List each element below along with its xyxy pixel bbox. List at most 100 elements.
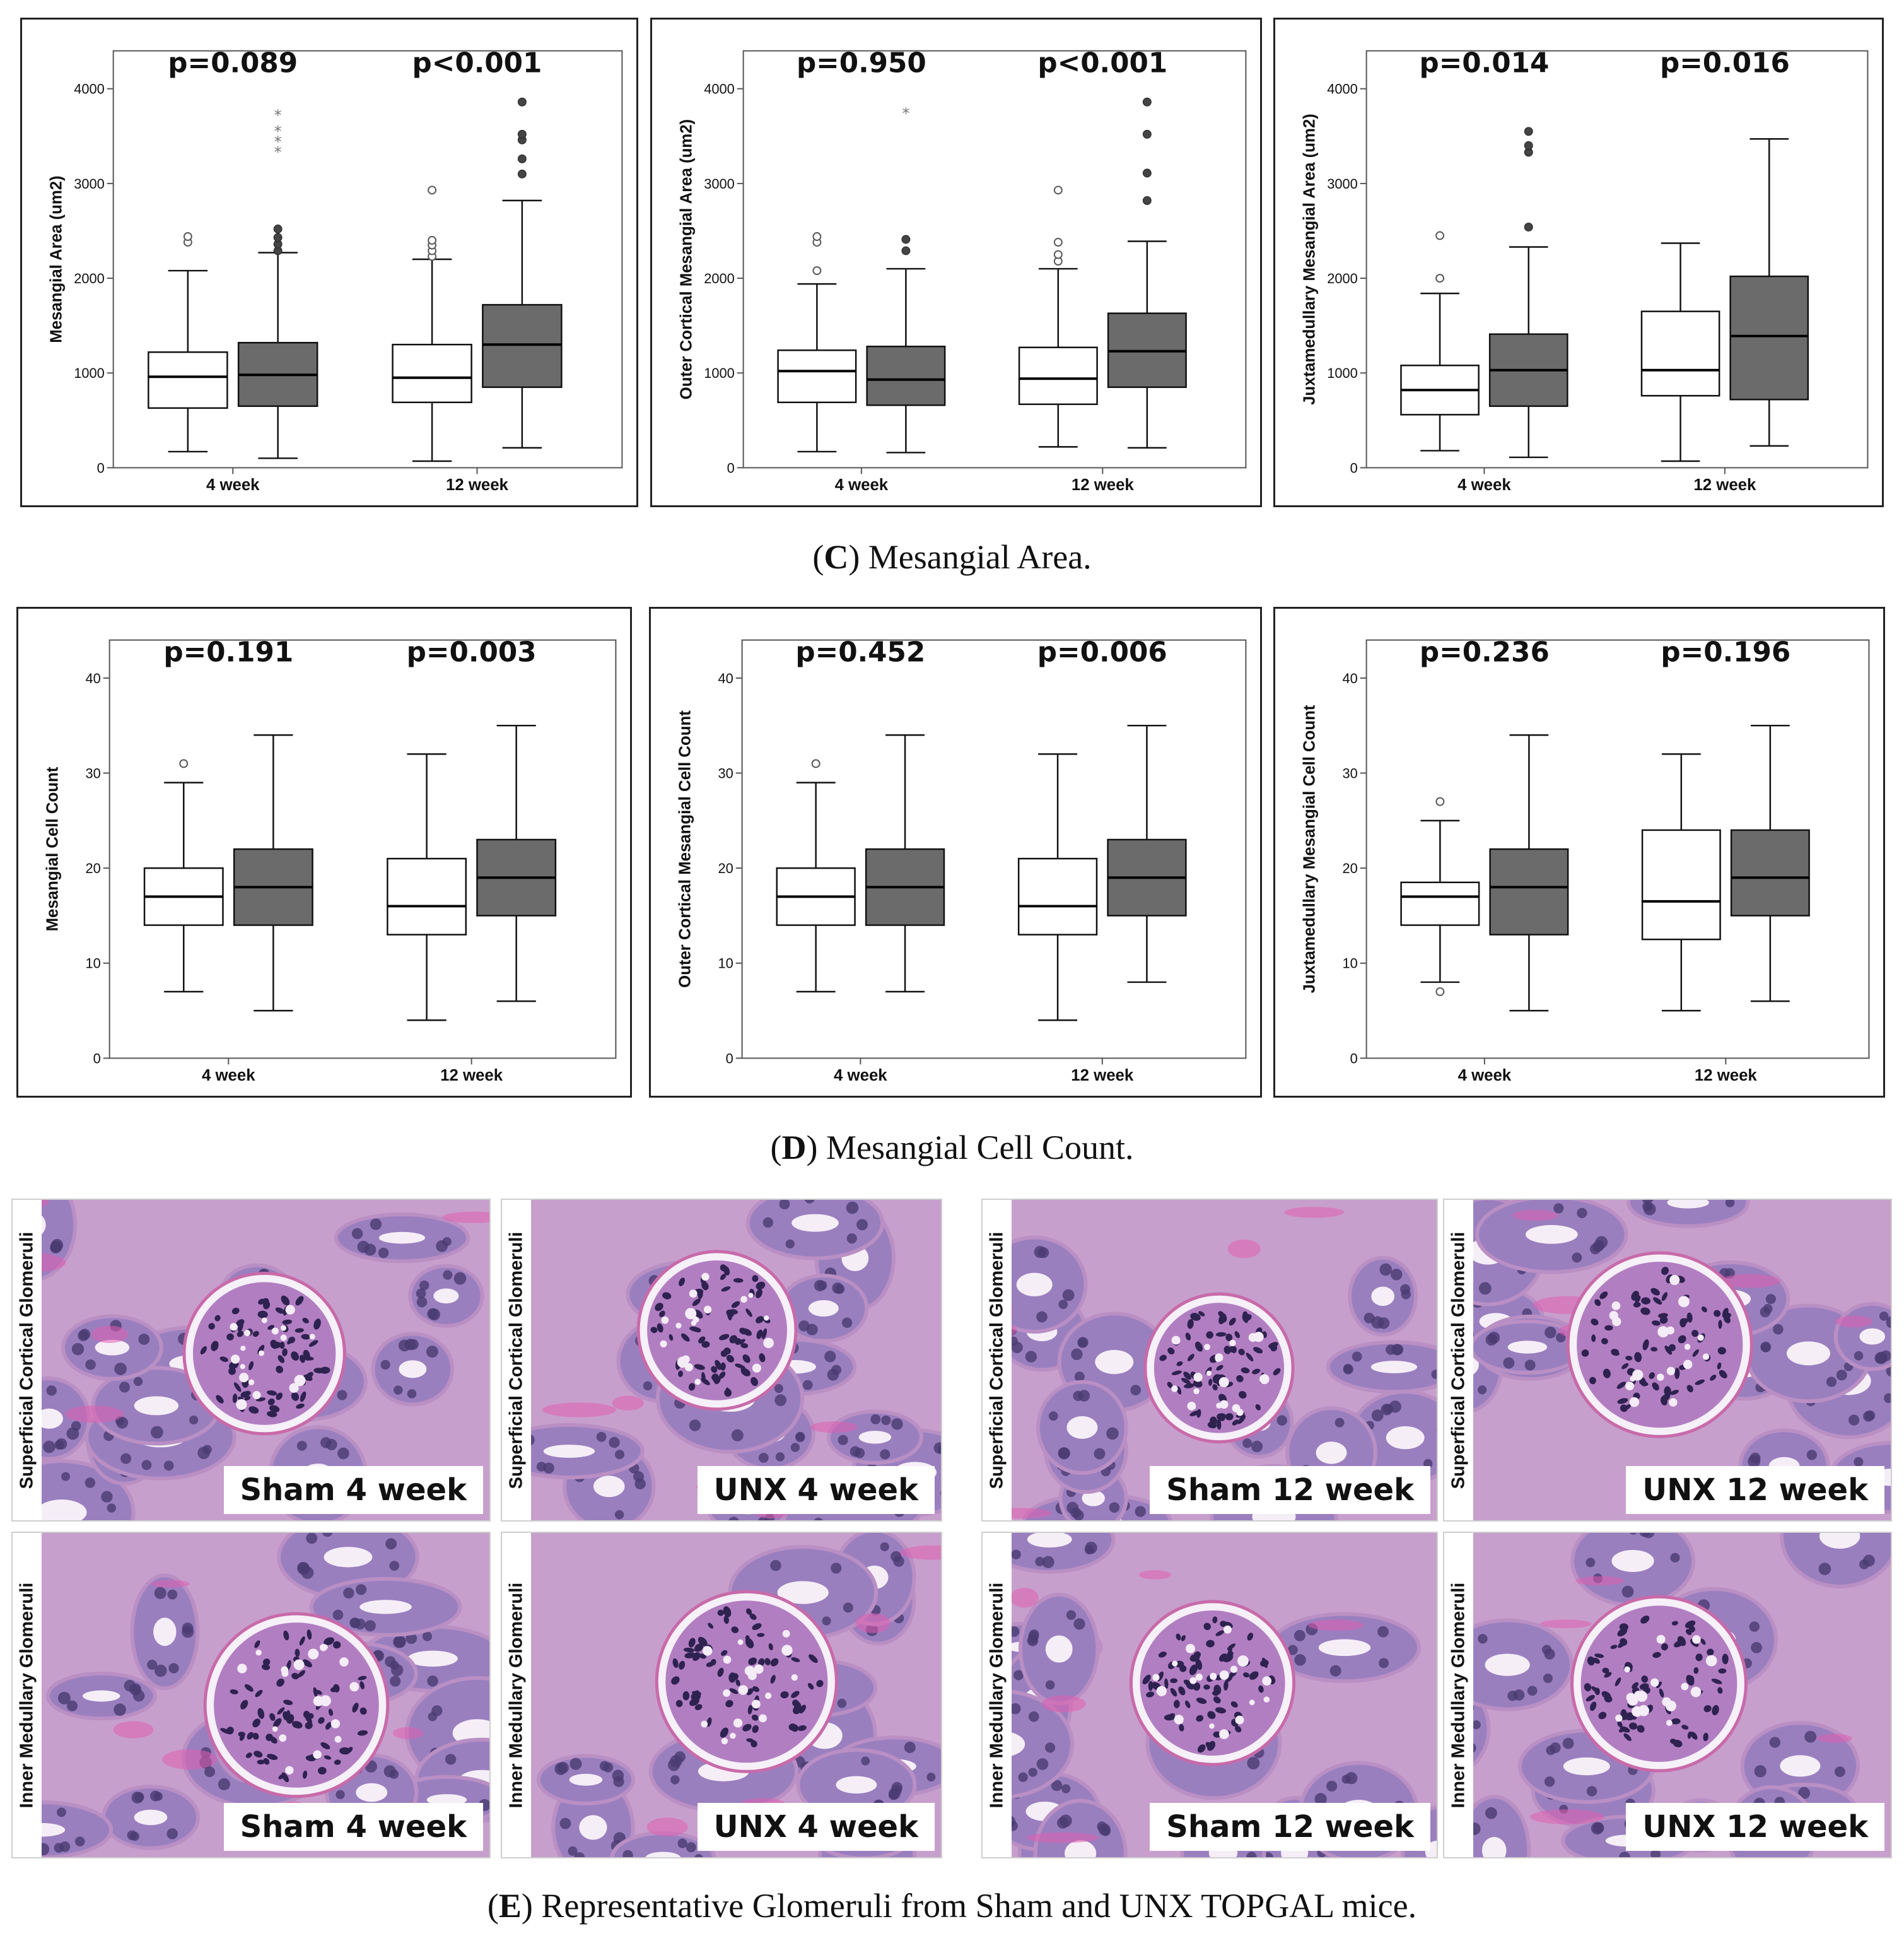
mesangial-nucleus [230,1689,238,1694]
capillary-lumen [1666,1326,1674,1335]
outlier-point [1435,797,1445,806]
mesangial-nucleus [270,1736,277,1744]
nucleus [846,1233,857,1244]
capillary-lumen [1697,1334,1704,1341]
eosin-streak [855,1613,891,1633]
tubule-lumen [579,1815,607,1840]
capillary-lumen [1666,1720,1673,1727]
nucleus [436,1240,448,1252]
chart-juxtamedullary-mesangial-cell-count: 0 10 20 30 40 Juxtamedullary Mesangial Cell C… [1273,607,1885,1098]
capillary-lumen [1156,1686,1167,1696]
mesangial-nucleus [691,1693,697,1701]
mesangial-nucleus [325,1722,332,1730]
mesangial-nucleus [725,1699,733,1708]
mesangial-nucleus [1610,1645,1618,1650]
tubule-lumen [1507,1341,1548,1354]
mesangial-nucleus [233,1382,242,1392]
mesangial-nucleus [263,1301,271,1310]
mesangial-nucleus [320,1742,330,1749]
micrograph-label: Sham 12 week [1150,1803,1430,1851]
mesangial-nucleus [214,1315,221,1322]
mesangial-nucleus [752,1275,759,1282]
nucleus [940,1490,941,1496]
mesangial-nucleus [679,1660,686,1670]
mesangial-nucleus [724,1388,732,1397]
mesangial-nucleus [1594,1687,1600,1696]
mesangial-nucleus [1618,1727,1626,1733]
mesangial-nucleus [1178,1686,1186,1696]
nucleus [1060,1814,1072,1828]
mesangial-nucleus [295,1296,304,1306]
nucleus [775,1452,785,1462]
nucleus [71,1342,85,1356]
mesangial-nucleus [706,1717,712,1727]
mesangial-nucleus [1146,1691,1155,1698]
p-value-label: p=0.236 [1420,636,1550,668]
capillary-lumen [721,1737,728,1745]
mesangial-nucleus [339,1747,351,1755]
mesangial-nucleus [1185,1332,1191,1341]
mesangial-nucleus [683,1647,695,1653]
mesangial-nucleus [1170,1678,1178,1684]
mesangial-nucleus [1659,1316,1668,1324]
mesangial-nucleus [258,1298,266,1305]
mesangial-nucleus [745,1608,752,1615]
nucleus [569,1757,582,1770]
nucleus [1544,1776,1555,1787]
mesangial-nucleus [758,1658,765,1667]
nucleus [1431,1370,1437,1380]
capillary-lumen [1684,1344,1691,1350]
capillary-lumen [1219,1670,1229,1680]
p-value-label: p=0.014 [1419,47,1549,79]
mesangial-nucleus [1686,1312,1693,1323]
outlier-point [517,97,527,107]
mesangial-nucleus [1691,1330,1699,1337]
tubule-lumen [1859,1328,1886,1345]
nucleus [1025,1351,1037,1363]
mesangial-nucleus [756,1316,764,1323]
mesangial-nucleus [255,1689,263,1698]
mesangial-nucleus [752,1725,759,1734]
capillary-lumen [1215,1353,1224,1362]
mesangial-nucleus [240,1391,248,1398]
mesangial-nucleus [1710,1375,1717,1381]
eosin-streak [113,1721,154,1739]
mesangial-nucleus [1707,1648,1714,1656]
nucleus [1314,1793,1327,1805]
nucleus [1643,1202,1656,1216]
mesangial-nucleus [675,1699,683,1708]
nucleus [1527,1686,1538,1696]
nucleus [1287,1645,1298,1655]
nucleus [1572,1252,1582,1263]
nucleus [790,1443,800,1452]
mesangial-nucleus [1649,1372,1655,1380]
eosin-streak [899,1545,941,1560]
nucleus [1544,1648,1555,1660]
nucleus [1045,1680,1055,1690]
capillary-lumen [240,1364,245,1370]
mesangial-nucleus [1176,1361,1183,1366]
nucleus [1048,1411,1058,1421]
mesangial-nucleus [672,1658,679,1669]
nucleus [1077,1337,1089,1348]
nucleus [1798,1787,1811,1799]
capillary-lumen [281,1666,289,1674]
nucleus [1765,1294,1777,1305]
nucleus [189,1415,199,1425]
mesangial-nucleus [650,1327,658,1334]
nucleus [1806,1450,1817,1460]
nucleus [1051,1780,1063,1792]
capillary-lumen [1262,1676,1272,1686]
mesangial-nucleus [1620,1638,1628,1646]
mesangial-nucleus [1625,1356,1633,1361]
extreme-point: * [274,123,282,141]
nucleus [1562,1737,1574,1749]
mesangial-nucleus [752,1686,759,1693]
capillary-lumen [1626,1693,1636,1703]
mesangial-nucleus [1601,1338,1608,1345]
outlier-point [1142,97,1152,107]
y-tick-label: 4000 [1327,81,1358,97]
chart-mesangial-cell-count: 0 10 20 30 40 Mesangial Cell Count 4 week p=0.1… [16,607,632,1098]
mesangial-nucleus [358,1675,367,1681]
capillary-lumen [309,1334,315,1340]
